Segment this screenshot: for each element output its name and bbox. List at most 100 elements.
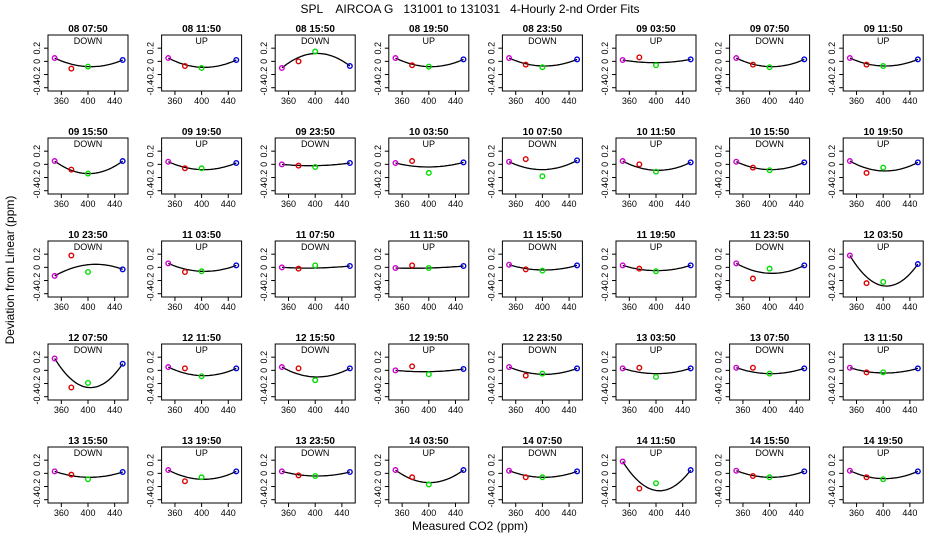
data-point [84,268,91,275]
panel-direction-label: DOWN [74,448,103,458]
y-tick-label: 0.2 [373,145,383,158]
fit-curve [736,367,805,375]
x-tick-label: 400 [762,199,777,209]
x-tick-label: 400 [80,405,95,415]
x-tick-label: 360 [395,508,410,518]
x-tick-label: 400 [762,405,777,415]
panel-title: 14 07:50 [523,436,563,447]
panel-direction-label: UP [650,242,663,252]
panel-title: 12 11:50 [182,333,221,344]
panel-direction-label: DOWN [74,36,103,46]
fit-curve [849,367,919,374]
y-tick-label: -0.2 [259,273,269,289]
fit-curve [281,162,351,167]
x-tick-label: 440 [221,405,236,415]
fit-curve [622,264,691,272]
y-tick-label: 0 [827,368,837,373]
data-point [653,480,660,487]
fit-curve [508,366,578,375]
y-tick-label: 0 [714,368,724,373]
data-point [749,364,756,371]
y-tick-label: -0.4 [259,286,269,302]
fit-curve [508,57,578,67]
data-point [392,367,399,374]
x-tick-label: 400 [648,508,663,518]
data-point [68,65,75,72]
y-axis-label: Deviation from Linear (ppm) [3,196,17,345]
data-point [636,265,643,272]
data-point [233,57,240,64]
y-tick-label: 0 [259,59,269,64]
panel-direction-label: DOWN [301,242,330,252]
panel-direction-label: DOWN [755,36,784,46]
y-tick-label: -0.4 [32,286,42,302]
data-point [409,363,416,370]
y-tick-label: 0.2 [146,145,156,158]
y-tick-label: -0.2 [32,376,42,392]
figure-title: SPL AIRCOA G 131001 to 131031 4-Hourly 2… [300,2,639,16]
data-point [846,158,853,165]
x-tick-label: 400 [421,302,436,312]
data-point [653,168,660,175]
y-tick-label: 0 [600,162,610,167]
x-tick-label: 360 [849,302,864,312]
y-tick-label: -0.4 [32,389,42,405]
data-point [51,272,58,279]
fit-curve [168,366,237,377]
data-point [619,57,626,64]
data-point [425,481,432,488]
y-tick-label: 0 [486,59,496,64]
x-tick-label: 400 [648,302,663,312]
panel-title: 09 15:50 [68,127,108,138]
x-tick-label: 440 [562,302,577,312]
fit-curve [735,262,805,274]
y-tick-label: -0.4 [600,286,610,302]
panel-title: 11 03:50 [182,230,221,241]
x-tick-label: 400 [194,405,209,415]
data-point [392,265,399,272]
data-point [312,377,319,384]
y-tick-label: -0.4 [486,80,496,96]
y-tick-label: -0.2 [714,273,724,289]
data-point [84,379,91,386]
panel-direction-label: DOWN [528,242,557,252]
panel-direction-label: DOWN [301,36,330,46]
panel-direction-label: DOWN [74,139,103,149]
data-point [51,355,58,362]
y-tick-label: -0.2 [32,273,42,289]
x-tick-label: 360 [622,405,637,415]
y-tick-label: 0 [486,368,496,373]
panel-direction-label: DOWN [74,345,103,355]
data-point [295,265,302,272]
data-point [733,260,740,267]
y-tick-label: -0.4 [373,389,383,405]
y-tick-label: 0 [259,368,269,373]
data-point [522,266,529,273]
y-tick-label: -0.2 [600,479,610,495]
y-tick-label: -0.4 [600,80,610,96]
data-point [539,173,546,180]
data-point [346,469,353,476]
x-tick-label: 440 [902,302,917,312]
y-tick-label: -0.2 [259,376,269,392]
x-tick-label: 400 [648,199,663,209]
y-tick-label: -0.2 [600,170,610,186]
y-tick-label: -0.4 [373,286,383,302]
panel-title: 13 11:50 [864,333,903,344]
y-tick-label: 0.2 [600,454,610,467]
x-tick-label: 400 [80,508,95,518]
panel-title: 13 15:50 [68,436,108,447]
x-tick-label: 440 [221,96,236,106]
y-tick-label: 0.2 [373,351,383,364]
x-tick-label: 400 [648,405,663,415]
data-point [84,476,91,483]
panel-direction-label: UP [423,448,436,458]
fit-curve [281,52,351,69]
